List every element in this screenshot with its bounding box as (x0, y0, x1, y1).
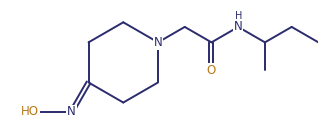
Text: N: N (67, 105, 76, 118)
Text: H: H (234, 11, 242, 21)
Text: N: N (234, 20, 242, 33)
Text: N: N (154, 36, 163, 49)
Text: O: O (207, 64, 216, 77)
Text: HO: HO (21, 105, 39, 118)
